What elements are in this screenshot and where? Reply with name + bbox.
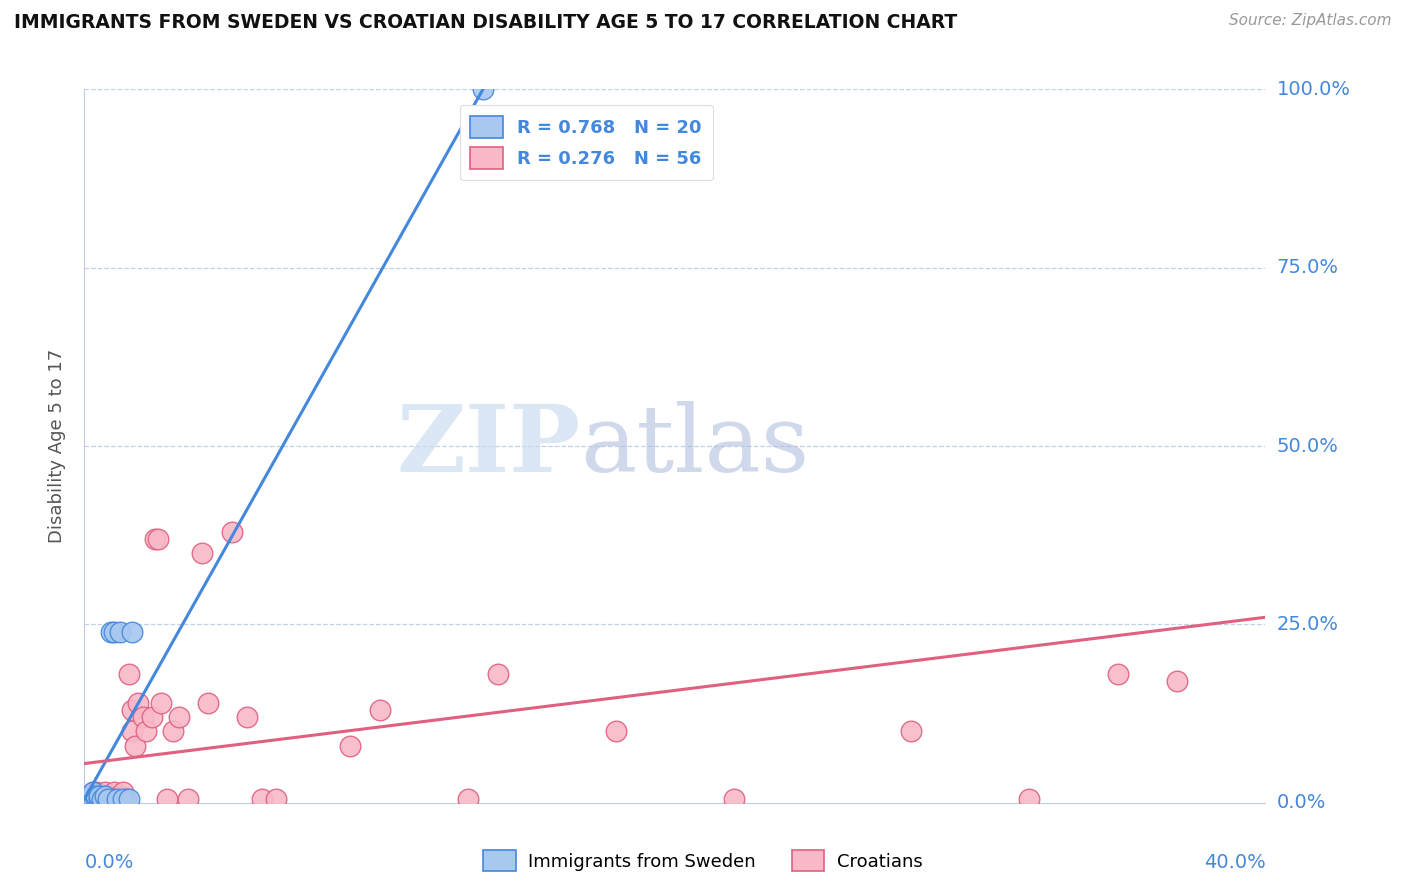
- Point: [118, 792, 141, 806]
- Point: [108, 624, 131, 639]
- Point: [79, 792, 101, 806]
- Point: [114, 792, 136, 806]
- Point: [900, 724, 922, 739]
- Point: [118, 667, 141, 681]
- Point: [143, 532, 166, 546]
- Point: [94, 789, 117, 803]
- Point: [84, 789, 107, 803]
- Text: 0.0%: 0.0%: [1277, 793, 1326, 813]
- Point: [1018, 792, 1040, 806]
- Point: [108, 792, 131, 806]
- Text: 0.0%: 0.0%: [84, 853, 134, 871]
- Point: [97, 792, 120, 806]
- Point: [76, 789, 98, 803]
- Point: [103, 792, 125, 806]
- Point: [82, 792, 104, 806]
- Point: [91, 789, 114, 803]
- Point: [79, 789, 101, 803]
- Text: 40.0%: 40.0%: [1204, 853, 1265, 871]
- Point: [100, 624, 122, 639]
- Point: [79, 789, 101, 803]
- Point: [162, 724, 184, 739]
- Point: [84, 785, 107, 799]
- Point: [87, 790, 111, 805]
- Point: [97, 792, 120, 806]
- Point: [87, 792, 111, 806]
- Point: [124, 739, 146, 753]
- Text: 25.0%: 25.0%: [1277, 615, 1339, 634]
- Point: [1166, 674, 1188, 689]
- Point: [111, 790, 134, 805]
- Point: [97, 789, 120, 803]
- Text: atlas: atlas: [581, 401, 810, 491]
- Point: [105, 792, 128, 806]
- Point: [605, 724, 627, 739]
- Point: [132, 710, 155, 724]
- Legend: R = 0.768   N = 20, R = 0.276   N = 56: R = 0.768 N = 20, R = 0.276 N = 56: [460, 105, 713, 180]
- Point: [457, 792, 479, 806]
- Point: [84, 792, 107, 806]
- Point: [84, 792, 107, 806]
- Point: [87, 789, 111, 803]
- Point: [167, 710, 190, 724]
- Point: [121, 703, 143, 717]
- Point: [127, 696, 149, 710]
- Point: [82, 792, 104, 806]
- Text: ZIP: ZIP: [396, 401, 581, 491]
- Y-axis label: Disability Age 5 to 17: Disability Age 5 to 17: [48, 349, 66, 543]
- Point: [250, 792, 273, 806]
- Point: [79, 792, 101, 806]
- Text: IMMIGRANTS FROM SWEDEN VS CROATIAN DISABILITY AGE 5 TO 17 CORRELATION CHART: IMMIGRANTS FROM SWEDEN VS CROATIAN DISAB…: [14, 13, 957, 32]
- Point: [121, 724, 143, 739]
- Point: [100, 792, 122, 806]
- Point: [76, 792, 98, 806]
- Point: [76, 792, 98, 806]
- Point: [191, 546, 214, 560]
- Point: [150, 696, 173, 710]
- Text: Source: ZipAtlas.com: Source: ZipAtlas.com: [1229, 13, 1392, 29]
- Point: [148, 532, 170, 546]
- Point: [135, 724, 157, 739]
- Point: [91, 792, 114, 806]
- Point: [368, 703, 391, 717]
- Point: [103, 785, 125, 799]
- Point: [111, 792, 134, 806]
- Text: 50.0%: 50.0%: [1277, 436, 1339, 456]
- Point: [91, 792, 114, 806]
- Legend: Immigrants from Sweden, Croatians: Immigrants from Sweden, Croatians: [475, 843, 931, 879]
- Point: [105, 790, 128, 805]
- Point: [103, 624, 125, 639]
- Point: [82, 785, 104, 799]
- Point: [1107, 667, 1129, 681]
- Text: 75.0%: 75.0%: [1277, 258, 1339, 277]
- Point: [94, 785, 117, 799]
- Point: [121, 624, 143, 639]
- Point: [87, 792, 111, 806]
- Point: [235, 710, 259, 724]
- Point: [156, 792, 179, 806]
- Point: [111, 785, 134, 799]
- Point: [472, 82, 495, 96]
- Point: [177, 792, 200, 806]
- Point: [141, 710, 163, 724]
- Point: [723, 792, 745, 806]
- Point: [486, 667, 509, 681]
- Point: [264, 792, 288, 806]
- Point: [339, 739, 361, 753]
- Text: 100.0%: 100.0%: [1277, 79, 1351, 99]
- Point: [197, 696, 219, 710]
- Point: [221, 524, 243, 539]
- Point: [82, 785, 104, 799]
- Point: [87, 787, 111, 801]
- Point: [94, 792, 117, 806]
